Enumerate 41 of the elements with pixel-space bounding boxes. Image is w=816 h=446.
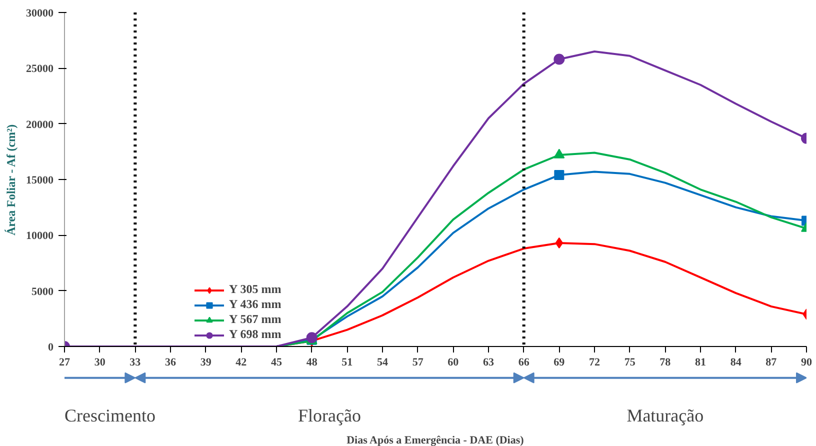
x-tick-label: 36: [165, 356, 176, 368]
x-tick-label: 84: [730, 356, 742, 368]
x-tick-label: 66: [518, 356, 530, 368]
legend-label: Y 436 mm: [229, 297, 282, 312]
y-tick-label: 20000: [26, 118, 54, 131]
x-tick-label: 69: [554, 356, 566, 368]
x-tick-label: 57: [412, 356, 424, 368]
legend-label: Y 698 mm: [229, 327, 282, 342]
point: [554, 148, 565, 158]
x-tick-label: 51: [342, 356, 353, 368]
text: Maturação: [626, 405, 704, 426]
x-tick-label: 60: [448, 356, 460, 368]
y-tick-label: 25000: [26, 63, 54, 76]
x-tick-label: 78: [660, 356, 672, 368]
x-tick-label: 39: [200, 356, 212, 368]
x-tick-label: 75: [624, 356, 636, 368]
x-tick-label: 81: [695, 356, 706, 368]
x-tick-label: 33: [130, 356, 142, 368]
legend-label: Y 305 mm: [229, 282, 282, 297]
y-tick-label: 30000: [26, 8, 54, 20]
x-tick-label: 87: [766, 356, 778, 368]
x-tick-label: 63: [483, 356, 494, 368]
y-tick-label: 5000: [32, 286, 54, 298]
y-tick-label: 15000: [26, 174, 54, 186]
x-tick-label: 45: [271, 356, 282, 368]
x-tick-label: 54: [377, 356, 388, 368]
point: [306, 332, 318, 344]
y-axis-title: Área Foliar - Af (cm²): [4, 124, 18, 236]
x-tick-label: 27: [59, 356, 70, 368]
legend-label: Y 567 mm: [229, 312, 282, 327]
text: Crescimento: [64, 405, 156, 426]
text: Dias Após a Emergência - DAE (Dias): [346, 434, 524, 446]
point: [554, 54, 565, 65]
text: Floração: [298, 405, 361, 426]
y-tick-label: 0: [48, 342, 54, 354]
x-tick-label: 30: [94, 356, 106, 368]
x-tick-label: 90: [801, 356, 812, 368]
x-tick-label: 42: [236, 356, 248, 368]
y-tick-label: 10000: [26, 230, 54, 242]
x-tick-label: 48: [306, 356, 318, 368]
x-tick-label: 72: [589, 356, 600, 368]
